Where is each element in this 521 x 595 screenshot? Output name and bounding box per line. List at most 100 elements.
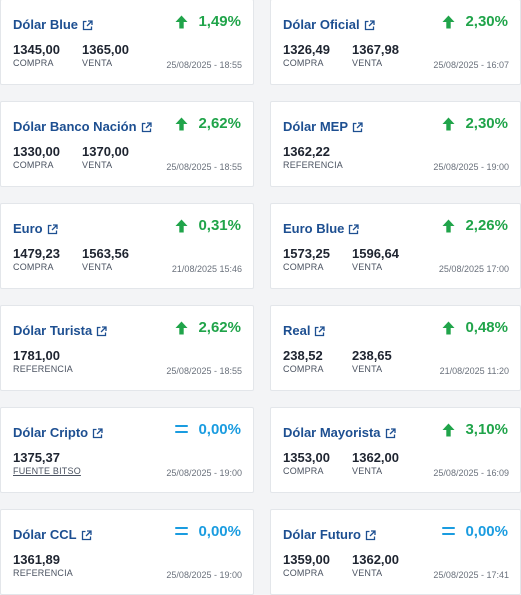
external-link-icon[interactable] — [365, 529, 376, 541]
quote-title: Dólar CCL — [13, 527, 77, 542]
quote-card-dolar-cripto[interactable]: Dólar Cripto 0,00% 1375,37 FUENTE BITSO 25/0… — [0, 407, 254, 493]
quote-title-link[interactable]: Dólar CCL — [13, 527, 92, 542]
arrow-up-icon — [442, 15, 455, 29]
update-timestamp: 21/08/2025 11:20 — [439, 366, 509, 376]
update-timestamp: 21/08/2025 15:46 — [171, 264, 242, 274]
quote-card-real[interactable]: Real 0,48% 238,52 COMPRA 238,65 VENTA 21/08/20… — [270, 305, 521, 391]
quote-card-dolar-banco-nacion[interactable]: Dólar Banco Nación 2,62% 1330,00 COMPRA 1370… — [0, 101, 254, 187]
update-timestamp: 25/08/2025 - 16:07 — [433, 60, 509, 70]
quote-values: 1362,22 REFERENCIA — [283, 144, 343, 171]
change-value: 0,00% — [465, 523, 508, 540]
change-percent: 2,26% — [442, 217, 508, 234]
change-value: 0,31% — [198, 217, 241, 234]
quote-card-dolar-blue[interactable]: Dólar Blue 1,49% 1345,00 COMPRA 1365,00 VENTA… — [0, 0, 254, 85]
quote-values: 1573,25 COMPRA 1596,64 VENTA — [283, 246, 399, 273]
value-label: COMPRA — [283, 58, 324, 68]
update-timestamp: 25/08/2025 17:00 — [438, 264, 509, 274]
external-link-icon[interactable] — [348, 223, 360, 235]
quote-title-link[interactable]: Dólar Futuro — [283, 527, 376, 542]
value-number: 1479,23 — [13, 246, 60, 261]
value-label: COMPRA — [283, 568, 324, 578]
change-value: 3,10% — [465, 421, 508, 438]
quote-title: Dólar Turista — [13, 323, 93, 338]
source-link[interactable]: FUENTE BITSO — [13, 466, 81, 476]
value-number: 238,52 — [283, 348, 323, 363]
quote-title-link[interactable]: Dólar MEP — [283, 119, 363, 134]
quote-title-link[interactable]: Dólar Banco Nación — [13, 119, 152, 134]
change-value: 0,00% — [198, 523, 241, 540]
quote-title-link[interactable]: Dólar Oficial — [283, 17, 375, 32]
change-value: 0,48% — [465, 319, 508, 336]
quote-values: 1326,49 COMPRA 1367,98 VENTA — [283, 42, 399, 69]
quote-value-compra: 1359,00 COMPRA — [283, 552, 352, 579]
update-timestamp: 25/08/2025 - 19:00 — [433, 162, 509, 172]
value-number: 1596,64 — [352, 246, 399, 261]
external-link-icon[interactable] — [314, 325, 326, 337]
equals-icon — [175, 527, 189, 536]
quote-title-link[interactable]: Real — [283, 323, 326, 338]
quote-value-venta: 1362,00 VENTA — [352, 552, 399, 579]
change-value: 2,30% — [465, 13, 508, 30]
quote-value-compra: 1353,00 COMPRA — [283, 450, 352, 477]
quote-title-link[interactable]: Euro Blue — [283, 221, 360, 236]
value-label: VENTA — [352, 364, 383, 374]
quote-values: 238,52 COMPRA 238,65 VENTA — [283, 348, 392, 375]
quote-title: Dólar Mayorista — [283, 425, 381, 440]
quote-card-dolar-oficial[interactable]: Dólar Oficial 2,30% 1326,49 COMPRA 1367,98 VE… — [270, 0, 521, 85]
external-link-icon[interactable] — [47, 223, 58, 235]
equals-icon — [442, 527, 456, 536]
external-link-icon[interactable] — [385, 427, 396, 439]
quote-title-link[interactable]: Dólar Blue — [13, 17, 93, 32]
quote-title-link[interactable]: Dólar Mayorista — [283, 425, 396, 440]
arrow-up-icon — [175, 219, 188, 233]
external-link-icon[interactable] — [352, 121, 363, 133]
quote-title: Dólar MEP — [283, 119, 349, 134]
update-timestamp: 25/08/2025 - 17:41 — [433, 570, 509, 580]
quote-values: 1361,89 REFERENCIA — [13, 552, 73, 579]
quote-title-link[interactable]: Euro — [13, 221, 58, 236]
external-link-icon[interactable] — [141, 121, 152, 133]
quote-card-dolar-ccl[interactable]: Dólar CCL 0,00% 1361,89 REFERENCIA 25/08/202… — [0, 509, 254, 595]
quote-value-venta: 1365,00 VENTA — [82, 42, 129, 69]
change-value: 1,49% — [198, 13, 241, 30]
quote-card-dolar-turista[interactable]: Dólar Turista 2,62% 1781,00 REFERENCIA 25/08… — [0, 305, 254, 391]
quote-value-fuente-bitso: 1375,37 FUENTE BITSO — [13, 450, 81, 477]
quote-title-link[interactable]: Dólar Turista — [13, 323, 107, 338]
external-link-icon[interactable] — [81, 529, 92, 541]
value-number: 1362,00 — [352, 450, 399, 465]
quote-values: 1781,00 REFERENCIA — [13, 348, 73, 375]
quote-card-dolar-mep[interactable]: Dólar MEP 2,30% 1362,22 REFERENCIA 25/08/202… — [270, 101, 521, 187]
value-label: VENTA — [352, 262, 383, 272]
quote-title-link[interactable]: Dólar Cripto — [13, 425, 103, 440]
external-link-icon[interactable] — [364, 19, 375, 31]
value-label: REFERENCIA — [13, 568, 74, 578]
quote-title: Real — [283, 323, 311, 338]
quote-value-venta: 238,65 VENTA — [352, 348, 392, 375]
quote-card-euro-blue[interactable]: Euro Blue 2,26% 1573,25 COMPRA 1596,64 VENTA 2… — [270, 203, 521, 289]
quote-value-venta: 1370,00 VENTA — [82, 144, 129, 171]
value-number: 1361,89 — [13, 552, 60, 567]
quote-card-dolar-futuro[interactable]: Dólar Futuro 0,00% 1359,00 COMPRA 1362,00 VEN… — [270, 509, 521, 595]
external-link-icon[interactable] — [96, 325, 107, 337]
quote-value-venta: 1362,00 VENTA — [352, 450, 399, 477]
arrow-up-icon — [442, 219, 455, 233]
value-label: VENTA — [82, 160, 113, 170]
quote-value-venta: 1596,64 VENTA — [352, 246, 399, 273]
quote-title: Dólar Cripto — [13, 425, 89, 440]
value-label: REFERENCIA — [13, 364, 74, 374]
quote-card-dolar-mayorista[interactable]: Dólar Mayorista 3,10% 1353,00 COMPRA 1362,00… — [270, 407, 521, 493]
change-percent: 3,10% — [442, 421, 508, 438]
change-value: 2,62% — [198, 319, 241, 336]
value-number: 1370,00 — [82, 144, 129, 159]
external-link-icon[interactable] — [92, 427, 103, 439]
quote-card-euro[interactable]: Euro 0,31% 1479,23 COMPRA 1563,56 VENTA 21/08/… — [0, 203, 254, 289]
value-label: VENTA — [352, 568, 383, 578]
arrow-up-icon — [442, 117, 455, 131]
update-timestamp: 25/08/2025 - 19:00 — [166, 468, 242, 478]
value-number: 1326,49 — [283, 42, 330, 57]
value-number: 1353,00 — [283, 450, 330, 465]
external-link-icon[interactable] — [82, 19, 93, 31]
quote-values: 1345,00 COMPRA 1365,00 VENTA — [13, 42, 129, 69]
update-timestamp: 25/08/2025 - 18:55 — [166, 366, 242, 376]
value-number: 1573,25 — [283, 246, 330, 261]
